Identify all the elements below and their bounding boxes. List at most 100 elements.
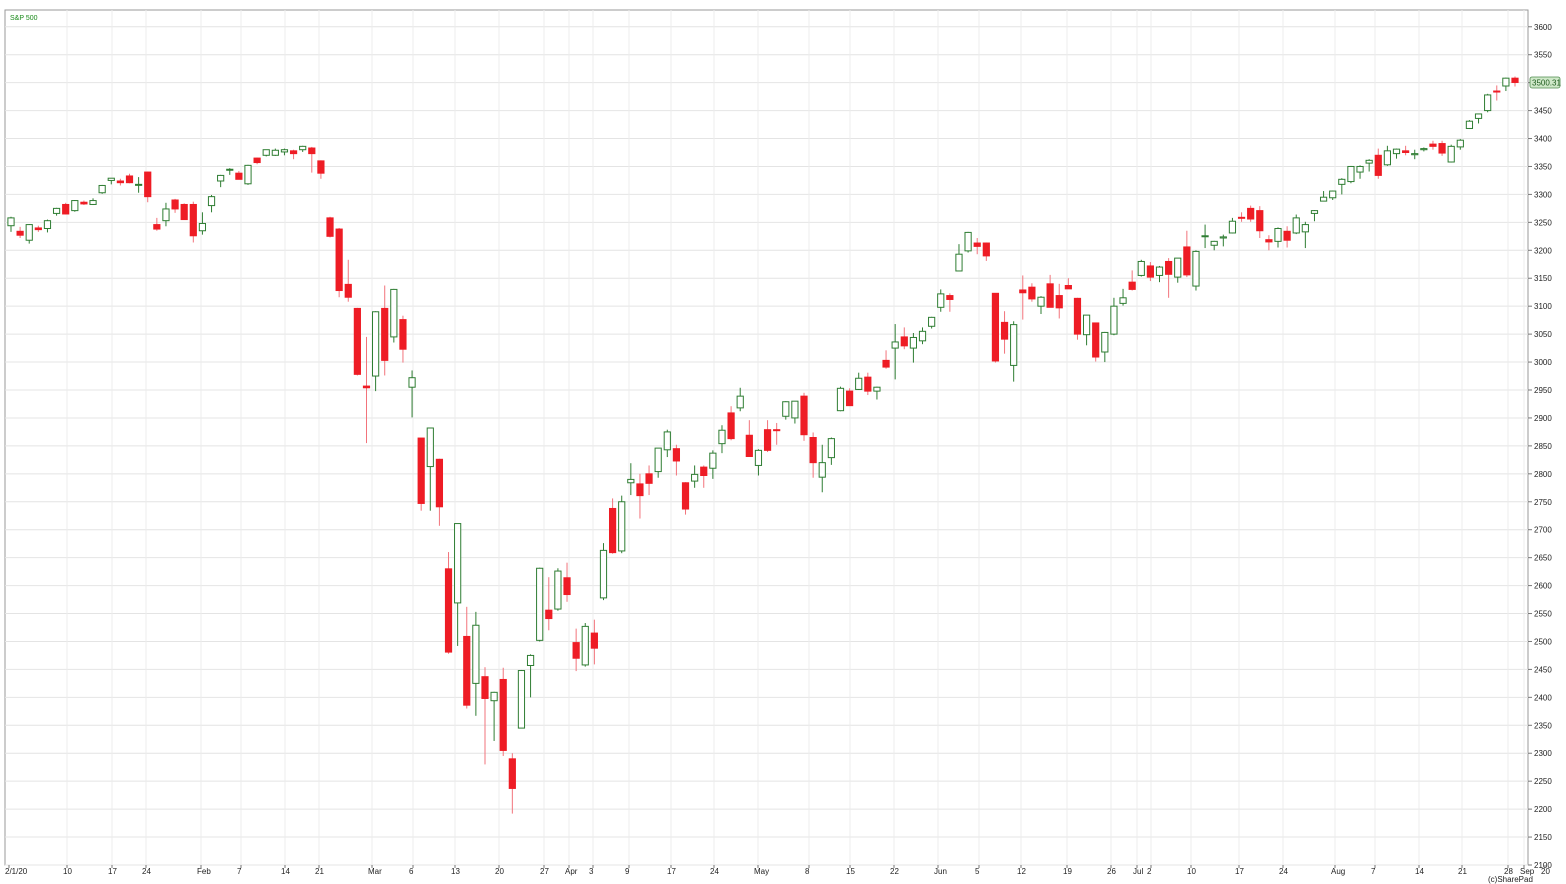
candle	[7, 216, 15, 232]
candle	[1319, 191, 1328, 202]
candle	[25, 224, 33, 244]
candle	[1092, 322, 1100, 362]
candle	[700, 465, 708, 488]
candle-body-up	[280, 149, 289, 153]
candle	[672, 444, 681, 476]
candle	[1183, 230, 1191, 278]
candle	[1420, 147, 1428, 152]
candle	[991, 292, 1000, 363]
candle	[645, 465, 653, 496]
candle-body-up	[1392, 148, 1401, 155]
candle-body-down	[463, 635, 471, 706]
candle	[918, 327, 927, 345]
candle	[754, 449, 763, 476]
candle	[1374, 148, 1382, 179]
x-tick-label: 17	[1235, 867, 1244, 876]
candle	[71, 200, 79, 212]
candle-body-down	[1019, 289, 1027, 294]
candle-body-up	[1411, 153, 1419, 156]
candle-body-down	[171, 199, 179, 210]
x-tick-label: Aug	[1331, 867, 1345, 876]
candle-body-down	[645, 473, 653, 484]
candle	[727, 406, 735, 441]
candle	[217, 174, 225, 188]
candle-body-down	[362, 385, 371, 389]
candle-body-down	[253, 157, 261, 164]
candle-body-down	[773, 429, 781, 432]
candle-body-down	[499, 678, 507, 751]
candle-body-down	[326, 217, 334, 237]
candle-body-up	[691, 473, 699, 482]
candle	[299, 145, 307, 152]
candle-body-down	[681, 482, 690, 510]
candle	[381, 285, 389, 376]
candle	[791, 400, 799, 424]
x-tick-label: 14	[281, 867, 290, 876]
candle-body-down	[189, 203, 197, 237]
candle-body-up	[1155, 266, 1164, 276]
candle-body-up	[909, 336, 917, 349]
candle	[52, 207, 61, 216]
candle	[1274, 227, 1282, 248]
candle-body-up	[1219, 236, 1227, 239]
candle-body-down	[672, 448, 681, 462]
candle-body-up	[1274, 228, 1282, 242]
candle	[627, 463, 635, 496]
candle	[1137, 259, 1145, 277]
candle	[353, 307, 361, 376]
candle-body-up	[918, 330, 927, 342]
candle-body-up	[1010, 324, 1018, 366]
candle	[572, 628, 580, 672]
x-tick-label: 14	[1415, 867, 1424, 876]
y-tick-label: 3400	[1534, 135, 1552, 144]
candle	[80, 200, 88, 206]
last-value-badge: 3500.31	[1529, 76, 1561, 89]
candle	[1110, 297, 1118, 336]
candle-body-up	[1137, 260, 1145, 276]
candle-body-down	[700, 466, 708, 476]
candle-body-up	[1420, 148, 1428, 151]
y-tick-label: 3100	[1534, 302, 1552, 311]
candle	[280, 148, 289, 156]
candle-body-up	[536, 567, 544, 641]
candle-body-down	[444, 568, 453, 653]
candle	[873, 386, 881, 400]
candle-body-down	[1438, 143, 1446, 154]
candle-body-up	[1447, 145, 1455, 163]
candle	[1010, 321, 1018, 382]
candle	[928, 316, 936, 329]
candle-body-up	[1319, 196, 1328, 202]
candle	[1383, 145, 1391, 166]
candle	[800, 392, 808, 441]
candle	[1502, 77, 1510, 92]
candle	[536, 567, 544, 642]
candle	[1247, 205, 1255, 222]
candle	[171, 198, 179, 213]
candle-body-down	[1064, 285, 1072, 290]
candle-body-down	[1237, 216, 1246, 219]
candle-body-up	[818, 462, 826, 478]
candle-body-down	[125, 175, 134, 184]
candle	[691, 465, 699, 488]
candle-body-down	[308, 147, 316, 155]
candle-body-down	[1402, 150, 1410, 154]
candle-body-down	[16, 230, 24, 236]
y-tick-label: 2700	[1534, 526, 1552, 535]
candle	[563, 562, 571, 602]
candle	[317, 160, 325, 179]
candle-body-down	[80, 201, 88, 205]
x-tick-label: 26	[1107, 867, 1116, 876]
candle	[1402, 145, 1410, 156]
candle-body-up	[1329, 190, 1337, 199]
candle	[1028, 283, 1036, 302]
candle-body-down	[745, 434, 753, 458]
candle-body-down	[144, 171, 152, 198]
candle	[62, 202, 70, 215]
candle	[1155, 265, 1164, 283]
y-tick-label: 2300	[1534, 749, 1552, 758]
candle	[1447, 144, 1455, 163]
x-tick-label: 8	[805, 867, 810, 876]
candle-body-down	[727, 412, 735, 440]
candle-body-up	[135, 183, 143, 186]
candle-body-up	[1037, 296, 1045, 307]
